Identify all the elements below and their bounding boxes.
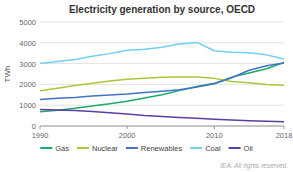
legend-label: Oil bbox=[244, 144, 254, 153]
annotation: IEA. All rights reserved. bbox=[220, 162, 288, 170]
grid-line bbox=[40, 126, 284, 127]
x-tick-label: 1990 bbox=[32, 131, 49, 140]
x-tick bbox=[127, 126, 128, 129]
x-axis: 1990 2000 2010 2018 bbox=[32, 126, 293, 140]
legend-item: Nuclear bbox=[77, 144, 118, 153]
title: Electricity generation by source, OECD bbox=[69, 4, 255, 15]
legend-item: Renewables bbox=[126, 144, 183, 153]
series-line bbox=[40, 77, 284, 91]
grid-line bbox=[40, 105, 284, 106]
lines bbox=[40, 42, 284, 121]
x-axis-line bbox=[40, 126, 284, 127]
grid-line bbox=[40, 42, 284, 43]
legend: Gas Nuclear Renewables Coal Oil bbox=[40, 144, 253, 153]
legend-swatch bbox=[190, 147, 202, 149]
legend-item: Gas bbox=[40, 144, 69, 153]
series-line bbox=[40, 110, 284, 122]
legend-label: Coal bbox=[205, 144, 221, 153]
x-tick bbox=[40, 126, 41, 129]
y-tick-label: 5000 bbox=[19, 18, 36, 27]
series-line bbox=[40, 63, 284, 99]
legend-label: Gas bbox=[55, 144, 69, 153]
y-tick-label: 1000 bbox=[19, 101, 36, 110]
chart: Electricity generation by source, OECD TW… bbox=[0, 0, 293, 172]
y-tick-label: 2000 bbox=[19, 80, 36, 89]
legend-swatch bbox=[126, 147, 138, 149]
y-tick-label: 0 bbox=[32, 122, 36, 131]
grid-line bbox=[40, 22, 284, 23]
grid-line bbox=[40, 63, 284, 64]
x-tick-label: 2000 bbox=[119, 131, 136, 140]
y-axis-label: TWh bbox=[3, 66, 12, 83]
series-line bbox=[40, 42, 284, 63]
series-line bbox=[40, 63, 284, 112]
legend-item: Oil bbox=[229, 144, 254, 153]
x-tick bbox=[214, 126, 215, 129]
legend-item: Coal bbox=[190, 144, 221, 153]
x-tick bbox=[284, 126, 285, 129]
x-tick-label: 2010 bbox=[206, 131, 223, 140]
legend-label: Nuclear bbox=[92, 144, 118, 153]
y-tick-label: 4000 bbox=[19, 39, 36, 48]
legend-swatch bbox=[40, 147, 52, 149]
x-tick-label: 2018 bbox=[276, 131, 293, 140]
y-axis: 0 1000 2000 3000 4000 5000 bbox=[19, 18, 284, 131]
legend-swatch bbox=[77, 147, 89, 149]
y-tick-label: 3000 bbox=[19, 60, 36, 69]
legend-label: Renewables bbox=[141, 144, 183, 153]
legend-swatch bbox=[229, 147, 241, 149]
